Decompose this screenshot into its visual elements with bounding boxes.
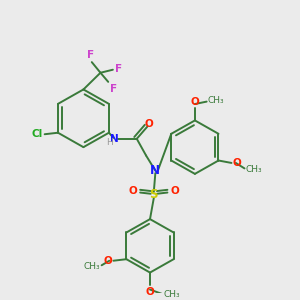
Text: F: F — [115, 64, 122, 74]
Text: F: F — [87, 50, 94, 60]
Text: CH₃: CH₃ — [208, 97, 224, 106]
Text: O: O — [145, 119, 154, 129]
Text: F: F — [110, 84, 117, 94]
Text: CH₃: CH₃ — [84, 262, 100, 271]
Text: Cl: Cl — [32, 129, 43, 139]
Text: O: O — [190, 97, 199, 107]
Text: O: O — [146, 286, 154, 296]
Text: CH₃: CH₃ — [246, 165, 262, 174]
Text: S: S — [149, 188, 158, 202]
Text: N: N — [150, 164, 160, 177]
Text: H: H — [106, 138, 113, 147]
Text: O: O — [104, 256, 112, 266]
Text: N: N — [110, 134, 118, 144]
Text: O: O — [232, 158, 241, 168]
Text: O: O — [171, 186, 180, 196]
Text: O: O — [128, 186, 137, 196]
Text: CH₃: CH₃ — [163, 290, 180, 299]
